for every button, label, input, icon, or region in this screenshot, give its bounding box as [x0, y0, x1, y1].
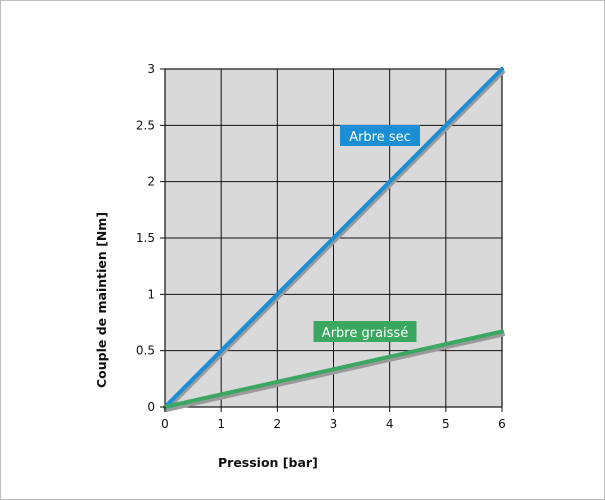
y-tick-label: 3: [147, 62, 155, 76]
x-tick-labels: 0 1 2 3 4 5 6: [161, 407, 506, 431]
y-tick-label: 0: [147, 400, 155, 414]
y-tick-label: 2.5: [136, 118, 155, 132]
series-shadow: [164, 332, 505, 412]
x-tick-label: 2: [274, 417, 282, 431]
series-label: Arbre graissé: [322, 326, 408, 341]
series-lines: Arbre sec Arbre graissé: [163, 67, 505, 412]
x-tick-label: 3: [330, 417, 338, 431]
series-label: Arbre sec: [349, 130, 411, 145]
x-axis-title: Pression [bar]: [218, 455, 318, 470]
x-tick-label: 6: [498, 417, 506, 431]
series-label-box: [340, 125, 420, 146]
y-tick-label: 1.5: [136, 231, 155, 245]
y-tick-label: 0.5: [136, 344, 155, 358]
series-shadow: [164, 70, 505, 412]
y-tick-label: 2: [147, 175, 155, 189]
y-axis-title: Couple de maintien [Nm]: [94, 212, 109, 388]
series-line: [163, 329, 504, 409]
y-tick-labels: 0 0.5 1 1.5 2 2.5 3: [136, 62, 165, 414]
x-tick-label: 1: [217, 417, 225, 431]
y-tick-label: 1: [147, 287, 155, 301]
series-line: [163, 67, 504, 409]
x-tick-label: 5: [442, 417, 450, 431]
x-tick-label: 0: [161, 417, 169, 431]
series-label-box: [313, 321, 417, 342]
x-tick-label: 4: [386, 417, 394, 431]
